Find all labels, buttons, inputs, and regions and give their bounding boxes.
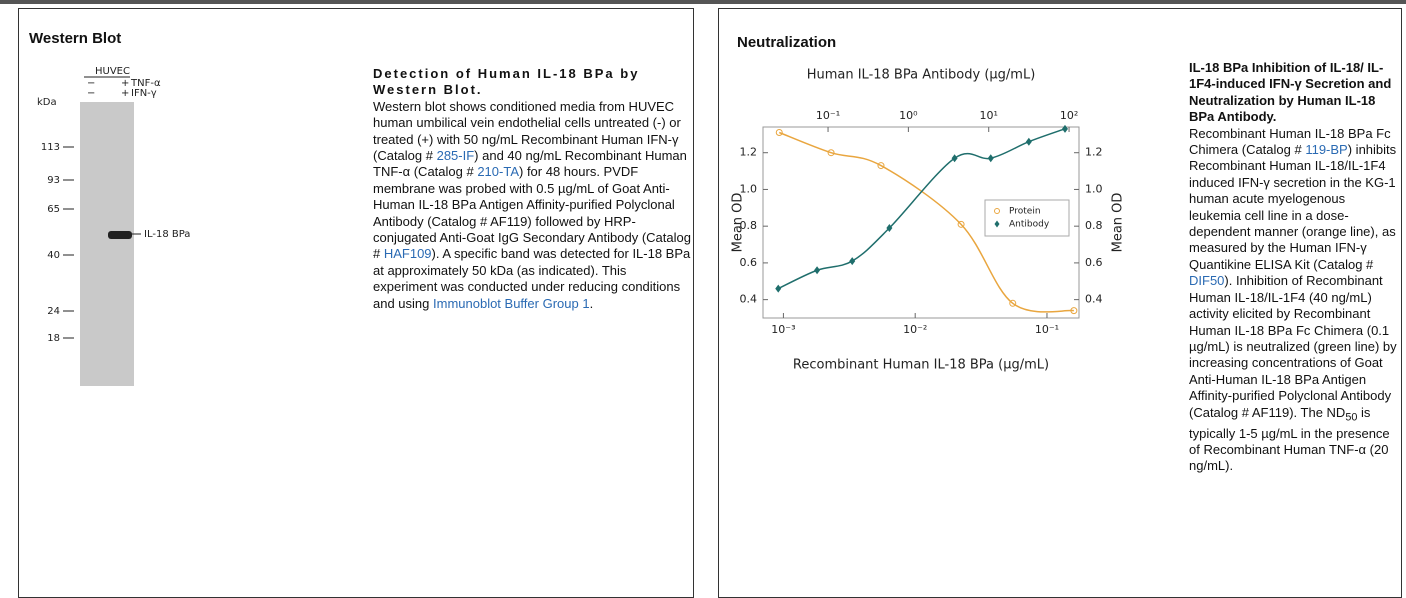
x-tick-label: 10⁻³ [771, 323, 795, 336]
y-tick-label: 1.2 [740, 146, 758, 159]
marker-label: 113 [41, 142, 60, 153]
marker-label: 18 [47, 333, 60, 344]
point [775, 285, 781, 293]
y2-tick-label: 0.8 [1085, 219, 1103, 232]
x-tick-label: 10⁻² [903, 323, 927, 336]
x2-tick-label: 10⁰ [899, 109, 918, 122]
point [952, 154, 958, 162]
x-axis-title: Recombinant Human IL-18 BPa (µg/mL) [793, 358, 1049, 373]
legend-box [985, 200, 1069, 236]
figures: HUVEC kDa IL-18 BPa 10⁻³ 10⁻² 10⁻¹ 10⁻¹ 10⁰ 1… [0, 0, 1406, 587]
legend-label: Antibody [1009, 220, 1050, 230]
point [849, 257, 855, 265]
y-axis-title: Mean OD [731, 193, 746, 253]
marker-label: 24 [47, 306, 60, 317]
x2-axis-title: Human IL-18 BPa Antibody (µg/mL) [807, 68, 1036, 83]
cell-line: HUVEC [95, 66, 130, 77]
x-tick-label: 10⁻¹ [1035, 323, 1059, 336]
band-label: IL-18 BPa [144, 229, 190, 240]
y2-tick-label: 0.6 [1085, 256, 1103, 269]
y2-axis-title: Mean OD [1111, 193, 1126, 253]
y2-tick-label: 0.4 [1085, 293, 1103, 306]
point [814, 266, 820, 274]
legend-label: Protein [1009, 207, 1041, 217]
page: Western Blot Neutralization Detection of… [0, 0, 1406, 587]
point [988, 154, 994, 162]
treatment: IFN-γ [131, 88, 157, 99]
x2-tick-label: 10² [1060, 109, 1078, 122]
point [1062, 125, 1068, 133]
blot-band [108, 231, 132, 239]
y2-tick-label: 1.2 [1085, 146, 1103, 159]
unit: kDa [37, 97, 57, 108]
y-tick-label: 0.6 [740, 256, 758, 269]
lane-sign: − [87, 88, 95, 99]
blot-membrane [80, 102, 134, 386]
lane-sign: + [121, 88, 129, 99]
x2-tick-label: 10⁻¹ [816, 109, 840, 122]
x2-tick-label: 10¹ [980, 109, 998, 122]
point [1026, 138, 1032, 146]
marker-label: 93 [47, 175, 60, 186]
y2-tick-label: 1.0 [1085, 182, 1103, 195]
y-tick-label: 0.4 [740, 293, 758, 306]
marker-label: 40 [47, 250, 60, 261]
marker-label: 65 [47, 204, 60, 215]
